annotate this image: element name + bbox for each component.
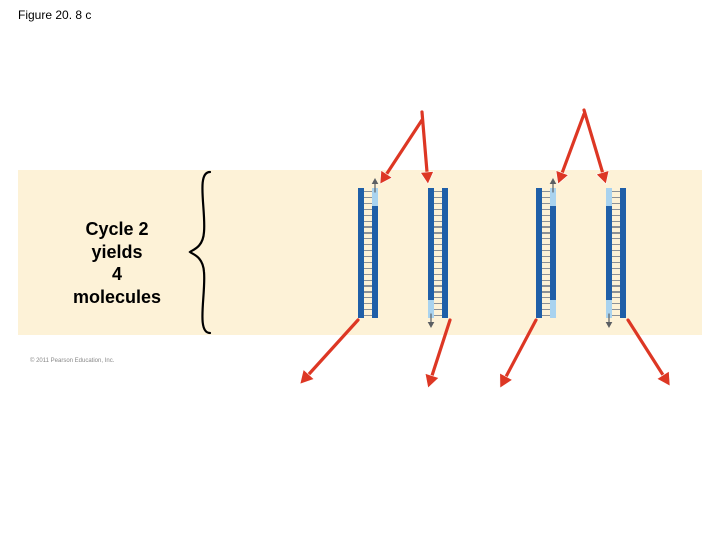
rung: [364, 280, 372, 281]
rung: [434, 256, 442, 257]
dna-molecule: [358, 188, 378, 318]
rung: [434, 268, 442, 269]
rung: [434, 232, 442, 233]
rung: [542, 244, 550, 245]
rung: [434, 262, 442, 263]
strand-segment: [620, 188, 626, 318]
rung: [434, 291, 442, 292]
dna-molecule: [428, 188, 448, 318]
rungs: [434, 188, 442, 318]
rung: [364, 215, 372, 216]
rung: [434, 274, 442, 275]
rung: [364, 291, 372, 292]
rung: [434, 244, 442, 245]
rung: [364, 203, 372, 204]
rung: [542, 280, 550, 281]
figure-label: Figure 20. 8 c: [18, 8, 91, 22]
rung: [542, 274, 550, 275]
rung: [542, 297, 550, 298]
rung: [542, 215, 550, 216]
rung: [542, 221, 550, 222]
rungs: [364, 188, 372, 318]
rung: [364, 209, 372, 210]
rung: [434, 280, 442, 281]
rung: [612, 238, 620, 239]
rung: [542, 285, 550, 286]
rung: [612, 262, 620, 263]
rung: [434, 226, 442, 227]
arrow-out-icon: [411, 303, 467, 405]
rung: [542, 268, 550, 269]
cycle-label: Cycle 2yields4molecules: [73, 218, 161, 308]
rung: [364, 238, 372, 239]
rung: [434, 250, 442, 251]
cycle-label-line: 4: [73, 263, 161, 286]
rung: [612, 274, 620, 275]
rung: [612, 203, 620, 204]
arrow-in-icon: [568, 94, 622, 200]
cycle-label-line: molecules: [73, 286, 161, 309]
strand-segment: [372, 206, 378, 318]
rung: [542, 226, 550, 227]
cycle-label-line: yields: [73, 241, 161, 264]
rung: [612, 280, 620, 281]
brace-path: [190, 172, 210, 333]
rung: [364, 232, 372, 233]
arrow-out-icon: [483, 303, 553, 405]
rung: [434, 285, 442, 286]
rung: [434, 221, 442, 222]
rung: [434, 238, 442, 239]
rung: [364, 226, 372, 227]
rung: [364, 262, 372, 263]
copyright-text: © 2011 Pearson Education, Inc.: [30, 358, 114, 364]
rung: [434, 209, 442, 210]
rung: [542, 203, 550, 204]
rung: [364, 274, 372, 275]
strand-segment: [442, 188, 448, 318]
arrow-out-icon: [283, 303, 375, 401]
rung: [542, 262, 550, 263]
rung: [612, 291, 620, 292]
rung: [364, 268, 372, 269]
brace-icon: [188, 170, 216, 335]
rung: [612, 250, 620, 251]
cycle-label-line: Cycle 2: [73, 218, 161, 241]
rung: [542, 250, 550, 251]
rung: [542, 238, 550, 239]
rung: [612, 268, 620, 269]
rung: [364, 297, 372, 298]
rung: [542, 291, 550, 292]
rung: [612, 226, 620, 227]
rung: [612, 244, 620, 245]
rung: [542, 232, 550, 233]
rung: [612, 256, 620, 257]
rung: [612, 215, 620, 216]
rung: [434, 203, 442, 204]
rung: [612, 221, 620, 222]
molecules-group: [318, 170, 678, 335]
rung: [364, 250, 372, 251]
rung: [364, 285, 372, 286]
rung: [542, 209, 550, 210]
rungs: [542, 188, 550, 318]
strand-segment: [550, 206, 556, 300]
arrow-in-icon: [406, 96, 444, 200]
rung: [612, 285, 620, 286]
rungs: [612, 188, 620, 318]
rung: [364, 221, 372, 222]
rung: [364, 244, 372, 245]
dna-molecule: [606, 188, 626, 318]
rung: [612, 209, 620, 210]
rung: [612, 297, 620, 298]
dna-molecule: [536, 188, 556, 318]
rung: [434, 215, 442, 216]
diagram-band: Cycle 2yields4molecules: [18, 170, 702, 335]
rung: [364, 256, 372, 257]
rung: [434, 297, 442, 298]
rung: [612, 232, 620, 233]
arrow-out-icon: [611, 303, 687, 403]
rung: [542, 256, 550, 257]
